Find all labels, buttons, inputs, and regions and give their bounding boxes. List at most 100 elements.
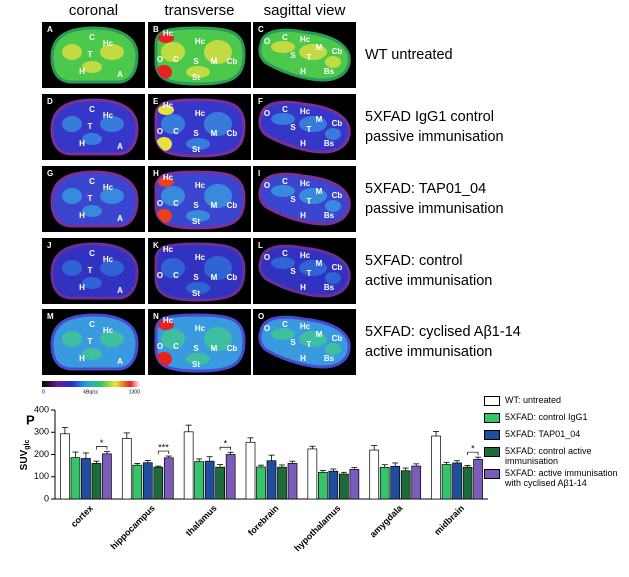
uptake-region [161, 186, 185, 206]
region-label: O [264, 324, 270, 333]
y-axis-label-main: SUV [19, 449, 30, 470]
bar [307, 448, 318, 500]
bar [431, 435, 441, 500]
region-label: Cb [332, 191, 343, 200]
legend-label: 5XFAD: control IgG1 [505, 412, 588, 422]
region-label: H [79, 283, 85, 292]
region-label: Hc [300, 251, 311, 260]
legend-entry: 5XFAD: control active immunisation [484, 446, 626, 466]
region-label: Hc [195, 109, 206, 118]
uptake-region [62, 331, 82, 347]
region-label: H [79, 67, 85, 76]
panel-letter: P [26, 412, 35, 427]
row-label: 5XFAD IgG1 control [365, 109, 494, 125]
uptake-region [161, 258, 185, 278]
region-label: Cb [227, 201, 238, 210]
brain [50, 170, 139, 228]
region-label: Bs [324, 67, 335, 76]
bar [349, 469, 360, 500]
uptake-region [204, 327, 232, 351]
uptake-region [299, 188, 327, 204]
bar [194, 461, 204, 500]
panel-letter: H [153, 169, 159, 178]
region-label: T [307, 53, 312, 62]
bar [339, 473, 349, 500]
region-label: O [264, 253, 270, 262]
y-tick-label: 100 [34, 471, 49, 481]
region-label: M [316, 330, 323, 339]
uptake-region [186, 210, 210, 222]
region-label: Cb [227, 344, 238, 353]
uptake-region [325, 128, 341, 140]
region-label: Hc [195, 37, 206, 46]
region-label: Cb [332, 263, 343, 272]
bar [441, 464, 452, 500]
bar [379, 467, 390, 500]
region-label: O [264, 181, 270, 190]
region-label: C [173, 55, 179, 64]
column-header: transverse [164, 2, 234, 19]
bar [245, 441, 256, 500]
region-label: Cb [227, 273, 238, 282]
row-label: active immunisation [365, 344, 492, 360]
legend-swatch [484, 469, 500, 479]
region-label: O [157, 199, 163, 208]
x-tick-label: amygdala [368, 502, 405, 539]
region-label: T [88, 194, 93, 203]
region-label: C [89, 33, 95, 42]
y-tick-label: 0 [44, 493, 49, 503]
brain-detail [271, 113, 341, 140]
uptake-region [325, 272, 341, 284]
uptake-region [204, 40, 232, 64]
y-tick-label: 300 [34, 427, 49, 437]
uptake-region [186, 138, 210, 150]
uptake-region [82, 133, 102, 145]
image-panel: N Hc Hc O C S M Cb St [148, 309, 251, 375]
region-label: A [117, 286, 123, 295]
region-label: S [193, 129, 199, 138]
region-label: Hc [103, 111, 114, 120]
bar [411, 465, 422, 500]
bar [142, 462, 153, 500]
region-label: O [157, 55, 163, 64]
uptake-region [100, 116, 124, 132]
uptake-region [204, 184, 232, 208]
bar [318, 471, 328, 500]
region-label: M [316, 259, 323, 268]
brain [50, 313, 139, 371]
image-panel: CO C HcM CbS TH Bs [253, 22, 356, 88]
significance-bracket [467, 451, 479, 456]
region-label: Hc [163, 173, 174, 182]
uptake-region [100, 188, 124, 204]
uptake-region [62, 44, 82, 60]
uptake-region [186, 282, 210, 294]
column-header: sagittal view [264, 2, 346, 19]
panel-letter: I [258, 169, 260, 178]
row-label: 5XFAD: control [365, 253, 463, 269]
region-label: S [290, 123, 296, 132]
region-label: H [300, 67, 306, 76]
legend-swatch [484, 413, 500, 423]
region-label: T [88, 50, 93, 59]
x-tick-label: cortex [69, 503, 95, 529]
region-label: C [282, 249, 288, 258]
bar [452, 462, 462, 500]
region-label: H [79, 354, 85, 363]
hot-spot [158, 33, 174, 43]
region-label: St [192, 360, 200, 369]
region-label: S [193, 201, 199, 210]
region-label: O [264, 109, 270, 118]
bar [163, 457, 174, 500]
image-panel: E Hc Hc O C S M Cb St [148, 94, 251, 160]
legend-label: WT: untreated [505, 395, 562, 405]
region-label: C [89, 249, 95, 258]
panel-letter: J [47, 241, 51, 250]
region-label: St [192, 145, 200, 154]
brain [50, 242, 139, 300]
image-panel: B Hc Hc O C S M Cb St [148, 22, 251, 88]
legend-label: 5XFAD: TAP01_04 [505, 429, 581, 439]
row-label: active immunisation [365, 273, 492, 289]
panel-letter: C [258, 25, 264, 34]
brain [50, 98, 139, 156]
